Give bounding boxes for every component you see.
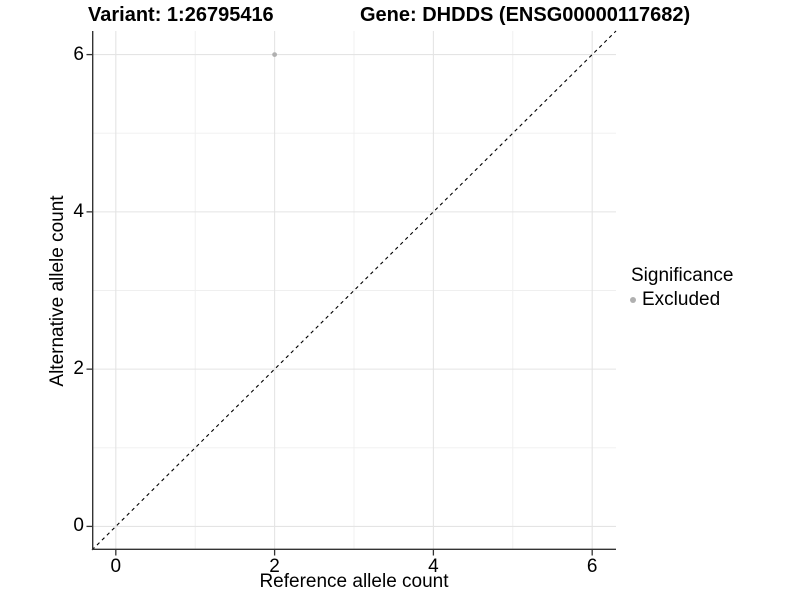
y-tick-label: 6 <box>73 43 84 65</box>
plot-title-variant: Variant: 1:26795416 <box>88 4 274 26</box>
x-tick-label: 0 <box>110 556 122 577</box>
y-tick-label: 4 <box>73 200 84 222</box>
x-tick-label: 2 <box>269 556 280 577</box>
chart-canvas <box>86 30 617 556</box>
y-tick-label: 0 <box>73 515 84 537</box>
plot-panel <box>86 30 617 556</box>
y-tick-label: 2 <box>73 358 84 380</box>
plot-title-gene: Gene: DHDDS (ENSG00000117682) <box>360 4 691 26</box>
legend-item-excluded: Excluded <box>629 289 733 311</box>
legend-title: Significance <box>631 265 734 286</box>
legend-item-label: Excluded <box>642 289 721 310</box>
x-tick-label: 4 <box>428 556 439 577</box>
x-axis-title: Reference allele count <box>259 571 449 592</box>
data-point-excluded <box>272 52 278 57</box>
y-axis-title: Alternative allele count <box>47 195 68 387</box>
x-tick-label: 6 <box>586 556 598 577</box>
legend-key-dot-icon <box>630 297 636 303</box>
legend: Significance Excluded <box>629 265 733 311</box>
